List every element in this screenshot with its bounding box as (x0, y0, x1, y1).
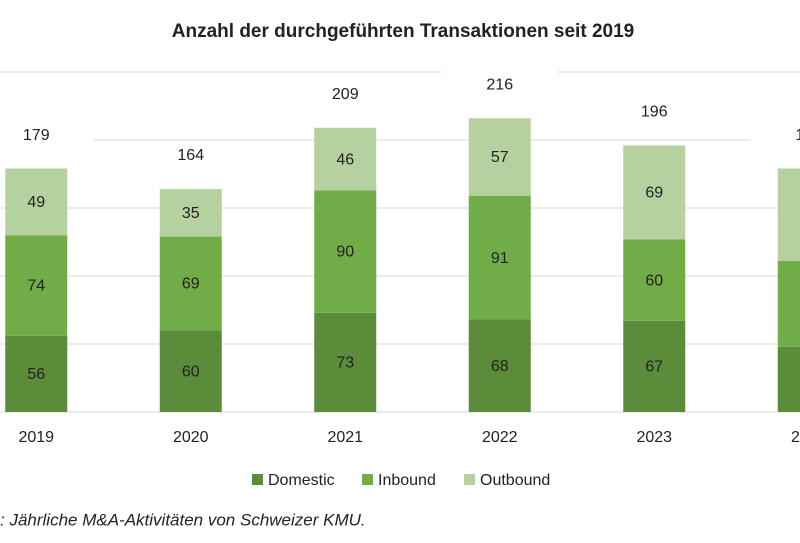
bar-segment (159, 188, 222, 237)
bar-segment (468, 118, 531, 196)
data-label: 56 (27, 366, 45, 383)
data-label: 90 (336, 244, 354, 261)
bar-segment (314, 190, 377, 313)
bar-segment (159, 236, 222, 331)
data-label: 49 (27, 194, 45, 211)
total-label: 164 (177, 147, 204, 164)
bar-segment (314, 127, 377, 191)
total-label: 209 (332, 86, 359, 103)
bar-segment (623, 320, 686, 412)
x-tick-label: 2022 (482, 429, 518, 446)
data-label: 69 (182, 276, 200, 293)
bar-segment (468, 319, 531, 412)
x-tick-label: 2019 (18, 429, 54, 446)
bar-segment (5, 235, 68, 336)
bar-segment (777, 346, 800, 412)
total-label-bg (441, 71, 558, 100)
total-label-bg (0, 121, 95, 150)
legend-label: Domestic (268, 472, 335, 489)
total-label-bg (596, 98, 713, 127)
bar-segment (468, 195, 531, 320)
data-label: 74 (27, 278, 45, 295)
legend-swatch (252, 474, 263, 485)
total-label-bg (132, 141, 249, 170)
data-label: 68 (491, 358, 509, 375)
data-label: 69 (645, 185, 663, 202)
x-tick-label: 2021 (327, 429, 363, 446)
legend-label: Outbound (480, 472, 550, 489)
total-label: 196 (641, 104, 668, 121)
bar-segment (159, 330, 222, 412)
total-label: 179 (23, 127, 50, 144)
data-label: 57 (491, 149, 509, 166)
bar-segment (623, 239, 686, 321)
bar-segment (5, 168, 68, 236)
legend-swatch (464, 474, 475, 485)
data-label: 73 (336, 355, 354, 372)
total-label-bg (287, 80, 404, 109)
total-label: 216 (486, 76, 513, 93)
data-label: 67 (645, 359, 663, 376)
bar-segment (623, 145, 686, 240)
x-tick-label: 2024 (791, 429, 800, 446)
legend-swatch (362, 474, 373, 485)
data-label: 46 (336, 151, 354, 168)
data-label: 35 (182, 205, 200, 222)
chart-title: Anzahl der durchgeführten Transaktionen … (172, 21, 634, 42)
data-label: 91 (491, 250, 509, 267)
data-label: 60 (645, 272, 663, 289)
bar-segment (777, 261, 800, 347)
x-tick-label: 2020 (173, 429, 209, 446)
bar-segment (777, 168, 800, 262)
x-tick-label: 2023 (636, 429, 672, 446)
total-label: 179 (795, 127, 800, 144)
legend-label: Inbound (378, 472, 436, 489)
total-label-bg (750, 121, 800, 150)
caption: : Jährliche M&A-Aktivitäten von Schweize… (0, 510, 366, 529)
bar-segment (5, 335, 68, 412)
bar-segment (314, 312, 377, 412)
data-label: 60 (182, 363, 200, 380)
